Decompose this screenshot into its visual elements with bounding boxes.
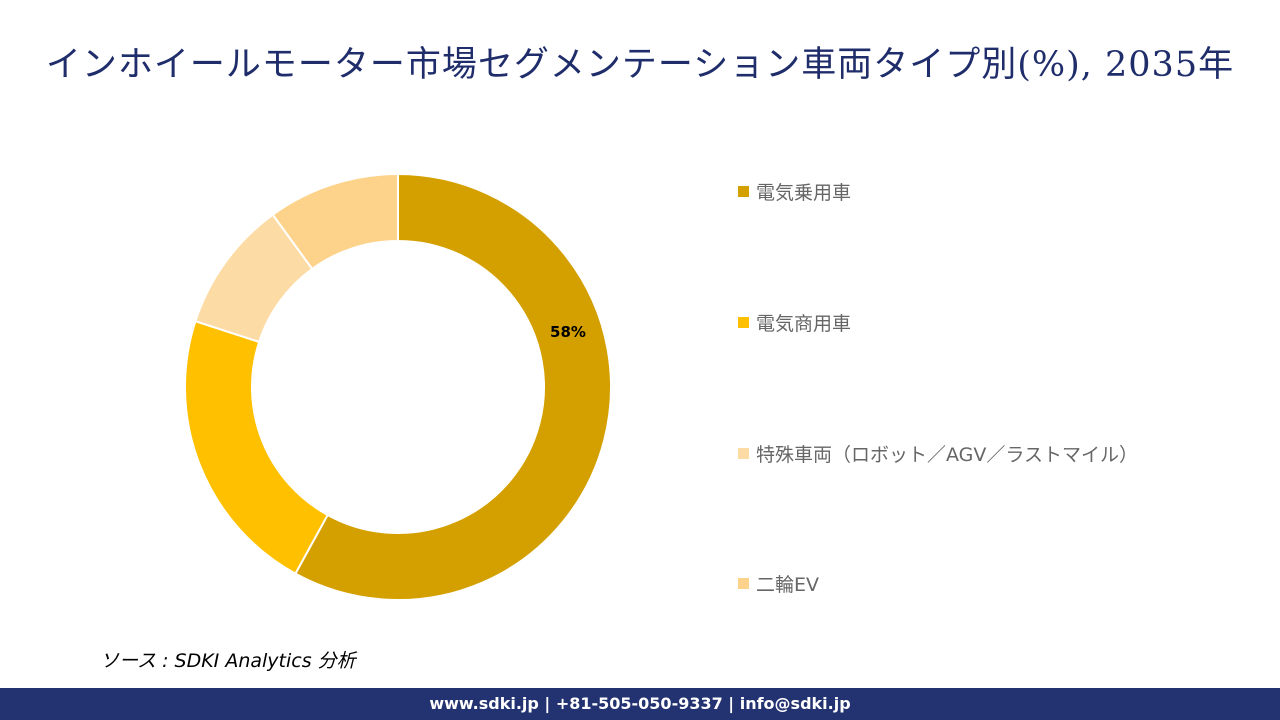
legend-swatch (738, 448, 749, 459)
legend-item: 特殊車両（ロボット／AGV／ラストマイル） (738, 440, 1138, 467)
donut-slice (184, 319, 330, 576)
legend-label: 電気乗用車 (756, 182, 852, 204)
legend-label: 電気商用車 (756, 313, 852, 335)
source-note: ソース : SDKI Analytics 分析 (100, 650, 356, 672)
legend-item: 電気商用車 (738, 309, 851, 336)
donut-slice (271, 172, 399, 271)
legend-item: 電気乗用車 (738, 178, 851, 205)
legend-swatch (738, 317, 749, 328)
legend-label: 二輪EV (756, 574, 820, 596)
legend-swatch (738, 578, 749, 589)
legend-swatch (738, 186, 749, 197)
donut-slice (294, 172, 612, 601)
legend-label: 特殊車両（ロボット／AGV／ラストマイル） (756, 444, 1139, 466)
legend-item: 二輪EV (738, 570, 819, 597)
data-label: 58% (550, 323, 586, 341)
footer-contact: www.sdki.jp | +81-505-050-9337 | info@sd… (0, 688, 1280, 720)
chart-title: インホイールモーター市場セグメンテーション車両タイプ別(%), 2035年 (45, 45, 1235, 85)
